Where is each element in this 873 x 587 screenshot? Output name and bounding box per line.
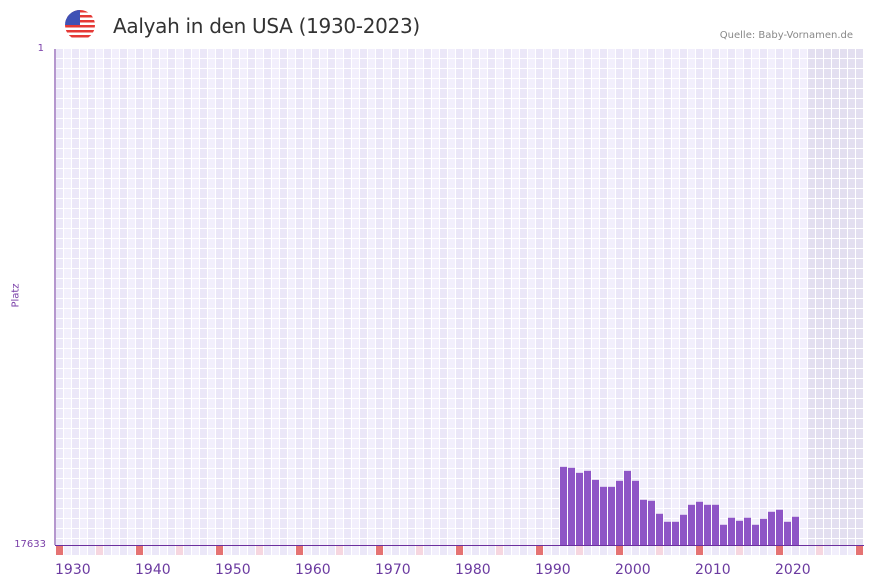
decade-marker (336, 546, 343, 555)
y-tick-top: 1 (37, 43, 44, 54)
x-tick-1950: 1950 (215, 562, 251, 578)
decade-marker (296, 546, 303, 555)
decade-marker (56, 546, 63, 555)
decade-marker (576, 546, 583, 555)
bar-2008 (688, 504, 695, 545)
decade-marker (616, 546, 623, 555)
bar-2000 (624, 470, 631, 545)
source-label: Quelle: Baby-Vornamen.de (719, 30, 853, 41)
bar-2009 (696, 501, 703, 545)
decade-marker (96, 546, 103, 555)
bar-1996 (592, 479, 599, 545)
bar-2015 (744, 517, 751, 545)
bar-2016 (752, 524, 759, 545)
x-tick-1990: 1990 (535, 562, 571, 578)
x-tick-2000: 2000 (615, 562, 651, 578)
decade-marker (456, 546, 463, 555)
decade-marker (856, 546, 863, 555)
decade-marker (496, 546, 503, 555)
bar-1998 (608, 486, 615, 545)
bar-1994 (576, 472, 583, 545)
decade-marker (776, 546, 783, 555)
bar-2004 (656, 513, 663, 545)
x-tick-2010: 2010 (695, 562, 731, 578)
bar-2014 (736, 520, 743, 545)
x-tick-1930: 1930 (55, 562, 91, 578)
decade-marker (376, 546, 383, 555)
x-tick-2020: 2020 (775, 562, 811, 578)
bar-2007 (680, 514, 687, 545)
x-tick-1980: 1980 (455, 562, 491, 578)
x-tick-1970: 1970 (375, 562, 411, 578)
bar-2018 (768, 511, 775, 545)
bar-2005 (664, 521, 671, 545)
bar-1992 (560, 466, 567, 545)
bar-2012 (720, 524, 727, 545)
x-tick-1940: 1940 (135, 562, 171, 578)
bar-2020 (784, 521, 791, 545)
bar-2019 (776, 509, 783, 545)
y-tick-bottom: 17633 (14, 539, 46, 550)
decade-marker (696, 546, 703, 555)
decade-marker (136, 546, 143, 555)
bar-1993 (568, 467, 575, 545)
bar-1999 (616, 480, 623, 545)
bar-2021 (792, 516, 799, 545)
bar-2006 (672, 521, 679, 545)
decade-marker (416, 546, 423, 555)
decade-marker (176, 546, 183, 555)
bar-2002 (640, 499, 647, 545)
decade-marker (656, 546, 663, 555)
bar-1997 (600, 486, 607, 545)
usa-flag-icon (65, 10, 95, 40)
decade-marker (736, 546, 743, 555)
chart-title: Aalyah in den USA (1930-2023) (113, 14, 420, 38)
bar-2001 (632, 480, 639, 545)
bar-2011 (712, 504, 719, 545)
decade-marker (216, 546, 223, 555)
bar-2003 (648, 500, 655, 545)
decade-marker (816, 546, 823, 555)
decade-marker (536, 546, 543, 555)
x-tick-1960: 1960 (295, 562, 331, 578)
bar-2010 (704, 504, 711, 545)
bar-1995 (584, 470, 591, 545)
decade-marker (256, 546, 263, 555)
bar-2013 (728, 517, 735, 545)
bar-2017 (760, 518, 767, 545)
